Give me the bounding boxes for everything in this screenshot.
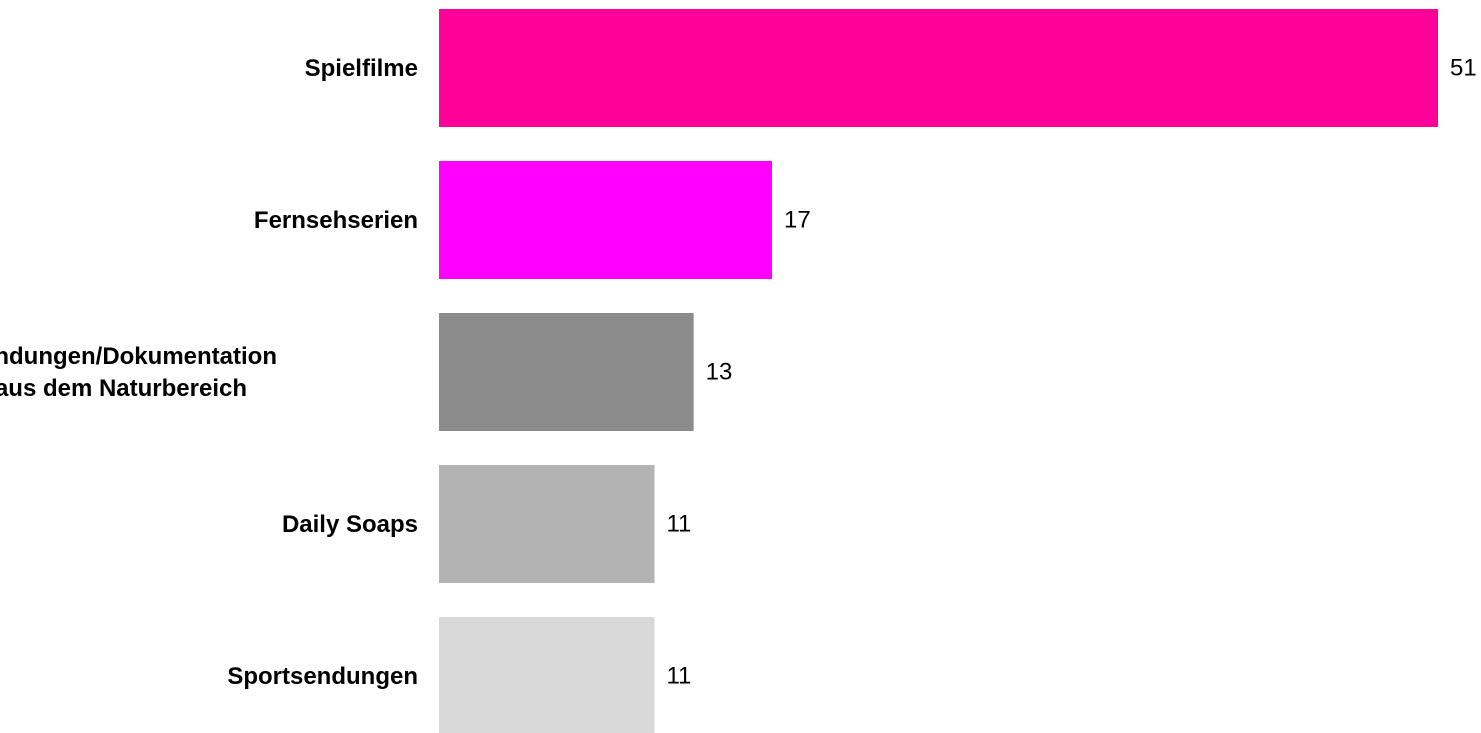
category-label-3: Daily Soaps: [282, 511, 418, 538]
category-label-4: Sportsendungen: [227, 663, 418, 690]
bar-4: [439, 617, 655, 733]
category-label-1: Fernsehserien: [254, 207, 418, 234]
category-label-line: Daily Soaps: [282, 511, 418, 538]
bar-2: [439, 313, 694, 431]
category-label-line: aus dem Naturbereich: [0, 375, 247, 402]
category-label-line: Sportsendungen: [227, 663, 418, 690]
bars-group: [439, 9, 1438, 733]
bar-0: [439, 9, 1438, 127]
category-label-line: Spielfilme: [305, 55, 418, 82]
value-label-3: 11: [666, 511, 691, 538]
bar-3: [439, 465, 655, 583]
category-label-line: Sendungen/Dokumentation: [0, 343, 277, 370]
bar-1: [439, 161, 772, 279]
value-label-1: 17: [784, 207, 811, 234]
value-labels-group: 51 17 13 11 11: [666, 55, 1476, 690]
value-label-0: 51: [1450, 55, 1477, 82]
value-label-4: 11: [666, 663, 691, 690]
category-label-0: Spielfilme: [305, 55, 418, 82]
value-label-2: 13: [706, 359, 733, 386]
category-label-line: Fernsehserien: [254, 207, 418, 234]
category-label-2: Sendungen/Dokumentation aus dem Naturbere…: [0, 343, 277, 402]
category-labels-group: Spielfilme Fernsehserien Sendungen/Dokumen…: [0, 55, 418, 690]
